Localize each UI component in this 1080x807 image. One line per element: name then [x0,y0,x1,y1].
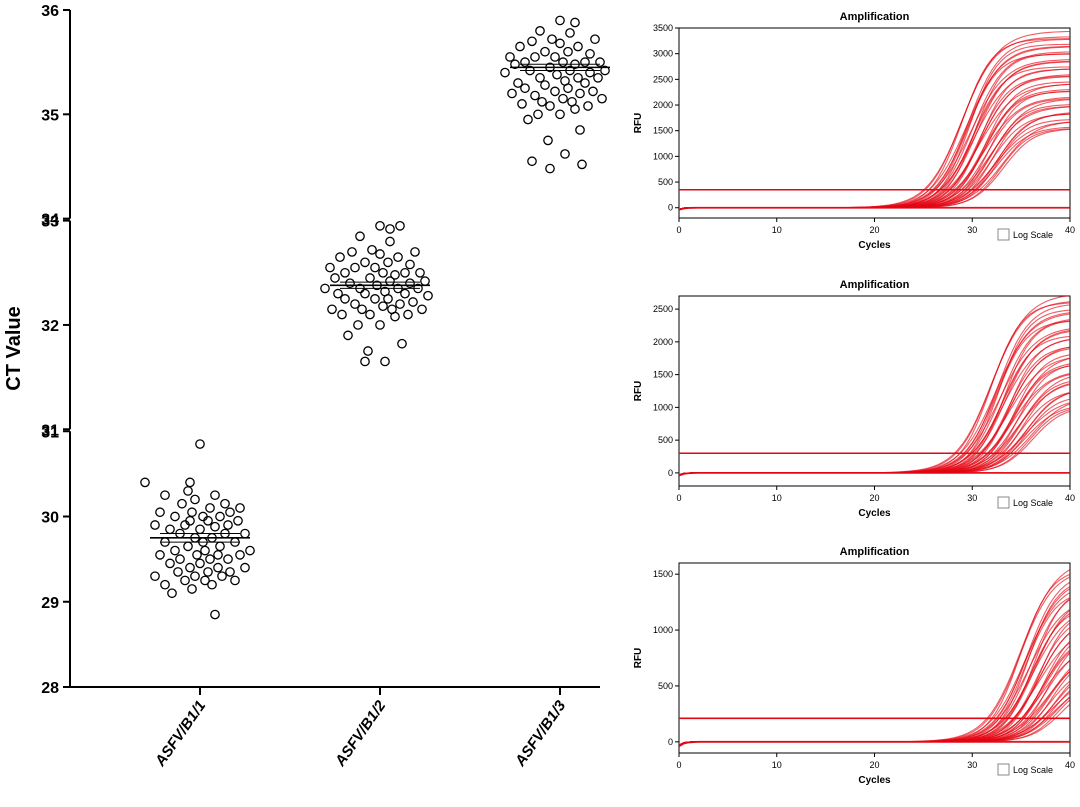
log-scale-label: Log Scale [1013,498,1053,508]
log-scale-checkbox [998,229,1009,240]
svg-text:36: 36 [41,3,59,20]
amplification-svg-3: Amplification 0 500 1000 1500 0 10 20 30 40 Cycles… [625,541,1080,801]
svg-text:10: 10 [772,225,782,235]
svg-text:0: 0 [676,225,681,235]
svg-text:3000: 3000 [653,49,673,59]
svg-text:1500: 1500 [653,126,673,136]
category-label: ASFV/B1/2 [331,697,389,770]
svg-text:0: 0 [676,493,681,503]
svg-text:10: 10 [772,493,782,503]
svg-text:20: 20 [869,760,879,770]
amplification-title: Amplification [840,279,910,291]
svg-text:0: 0 [668,203,673,213]
svg-text:40: 40 [1065,225,1075,235]
svg-text:40: 40 [1065,760,1075,770]
svg-text:28: 28 [41,680,59,697]
svg-text:0: 0 [668,737,673,747]
category-label: ASFV/B1/1 [151,698,209,771]
svg-text:20: 20 [869,225,879,235]
svg-text:35: 35 [41,107,59,124]
svg-text:32: 32 [41,318,59,335]
amplification-column: Amplification050010001500200025003000350… [625,0,1080,807]
y-axis-label: RFU [633,648,644,669]
svg-text:29: 29 [41,595,59,612]
svg-text:3500: 3500 [653,23,673,33]
svg-text:30: 30 [41,510,59,527]
scatter-plot-panel: 28293031313233343536CT ValueASFV/B1/1ASF… [0,0,620,807]
amplification-panel-3: Amplification 0 500 1000 1500 0 10 20 30 40 Cycles… [625,541,1078,801]
svg-text:500: 500 [658,435,673,445]
amplification-title: Amplification [840,11,910,23]
svg-text:20: 20 [869,493,879,503]
x-axis-label: Cycles [858,240,891,251]
svg-text:1000: 1000 [653,151,673,161]
svg-text:0: 0 [668,467,673,477]
svg-text:1500: 1500 [653,569,673,579]
x-axis-label: Cycles [858,775,891,786]
category-label: ASFV/B1/3 [511,697,569,770]
svg-text:1000: 1000 [653,402,673,412]
svg-text:34: 34 [41,212,59,229]
amplification-panel-2: Amplification 0 500 1000 1500 2000 2500 0 10 20 30… [625,274,1078,534]
log-scale-checkbox [998,497,1009,508]
svg-text:0: 0 [676,760,681,770]
amplification-title: Amplification [840,546,910,558]
amplification-svg-2: Amplification 0 500 1000 1500 2000 2500 0 10 20 30… [625,274,1080,534]
svg-text:10: 10 [772,760,782,770]
y-axis-label: RFU [633,113,644,134]
log-scale-checkbox [998,764,1009,775]
amplification-svg-1: Amplification 0 500 1000 1500 2000 2500 3000 350… [625,6,1080,266]
svg-text:2500: 2500 [653,304,673,314]
svg-text:500: 500 [658,681,673,691]
svg-text:1000: 1000 [653,625,673,635]
y-axis-label: RFU [633,380,644,401]
log-scale-label: Log Scale [1013,765,1053,775]
y-axis-label: CT Value [3,306,25,390]
svg-text:2500: 2500 [653,74,673,84]
figure-page: 28293031313233343536CT ValueASFV/B1/1ASF… [0,0,1080,807]
amplification-panel-1: Amplification 0 500 1000 1500 2000 2500 3000 350… [625,6,1078,266]
svg-text:500: 500 [658,177,673,187]
svg-text:30: 30 [967,760,977,770]
svg-text:1500: 1500 [653,369,673,379]
svg-text:31: 31 [41,422,59,439]
svg-text:2000: 2000 [653,336,673,346]
scatter-svg: 28293031313233343536CT ValueASFV/B1/1ASF… [0,0,620,807]
log-scale-label: Log Scale [1013,230,1053,240]
svg-text:30: 30 [967,225,977,235]
svg-text:2000: 2000 [653,100,673,110]
svg-text:30: 30 [967,493,977,503]
x-axis-label: Cycles [858,508,891,519]
svg-text:40: 40 [1065,493,1075,503]
